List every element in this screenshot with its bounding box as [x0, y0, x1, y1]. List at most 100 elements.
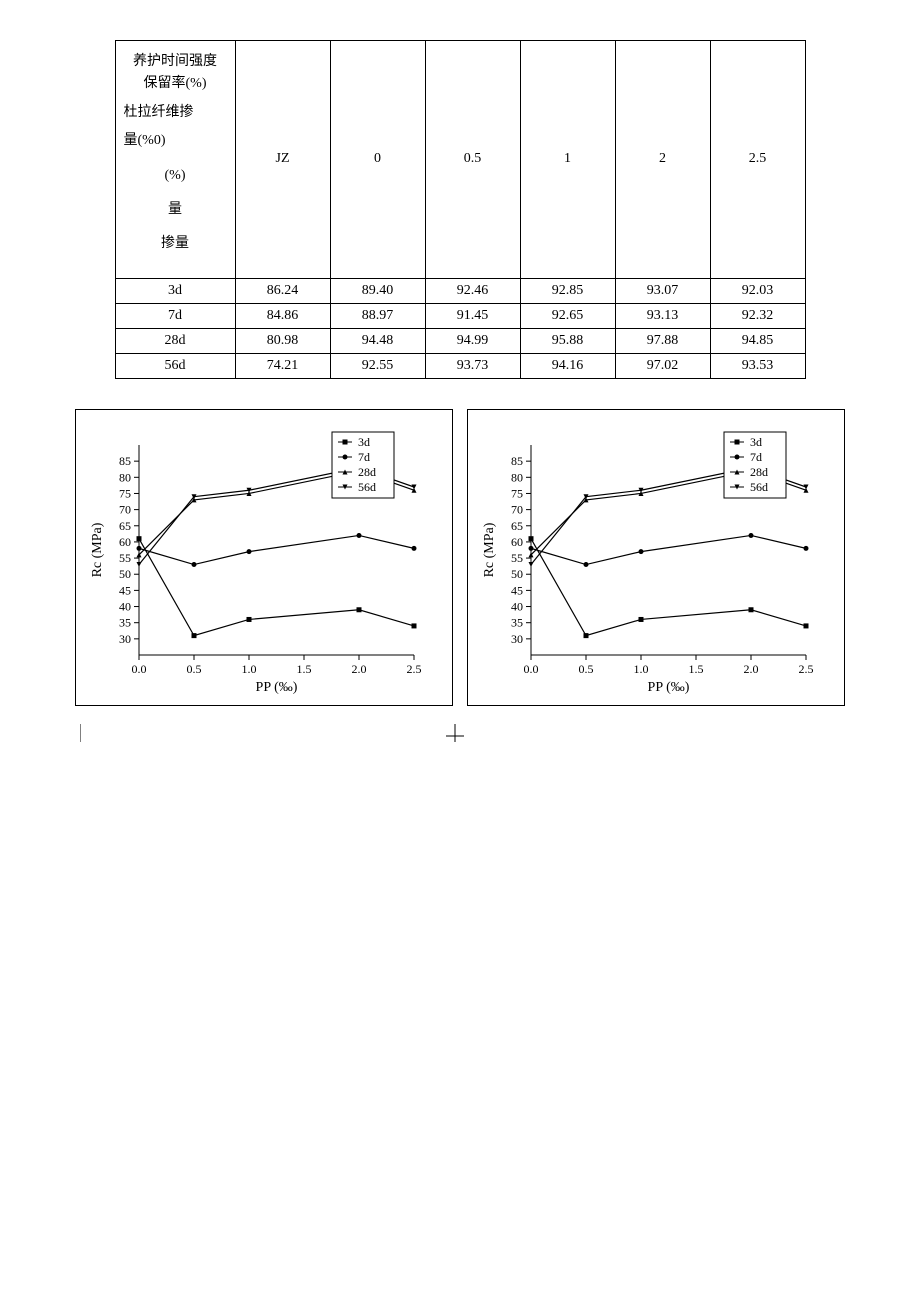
cell: 92.03 — [710, 278, 805, 303]
cell: 84.86 — [235, 303, 330, 328]
svg-text:35: 35 — [119, 615, 131, 629]
hdr-line4: 量(%0) — [124, 130, 227, 152]
svg-text:56d: 56d — [358, 480, 376, 494]
divider-marks — [60, 724, 860, 748]
charts-row: 30 35 40 45 50 55 60 65 70 75 80 85 0.0 0.5 1.0 1.5 2.0 2… — [60, 409, 860, 706]
cell: 86.24 — [235, 278, 330, 303]
svg-text:70: 70 — [119, 502, 131, 516]
retention-table: 养护时间强度 保留率(%) 杜拉纤维掺 量(%0) (%) 量 掺量 JZ 0 … — [115, 40, 806, 379]
svg-text:Rc (MPa): Rc (MPa) — [90, 522, 105, 577]
row-label: 3d — [115, 278, 235, 303]
svg-text:56d: 56d — [750, 480, 768, 494]
svg-text:7d: 7d — [750, 450, 762, 464]
cell: 93.73 — [425, 353, 520, 378]
svg-text:3d: 3d — [750, 435, 762, 449]
cell: 92.65 — [520, 303, 615, 328]
svg-text:40: 40 — [119, 599, 131, 613]
col-header: 2.5 — [710, 41, 805, 279]
cell: 93.07 — [615, 278, 710, 303]
cell: 95.88 — [520, 328, 615, 353]
svg-text:40: 40 — [511, 599, 523, 613]
svg-text:60: 60 — [119, 535, 131, 549]
chart-right: 3035404550556065707580850.00.51.01.52.02… — [467, 409, 845, 706]
svg-text:55: 55 — [511, 551, 523, 565]
svg-text:50: 50 — [511, 567, 523, 581]
cell: 91.45 — [425, 303, 520, 328]
cell: 94.99 — [425, 328, 520, 353]
svg-text:0.5: 0.5 — [187, 662, 202, 676]
chart-left: 30 35 40 45 50 55 60 65 70 75 80 85 0.0 0.5 1.0 1.5 2.0 2… — [75, 409, 453, 706]
table-row: 56d 74.21 92.55 93.73 94.16 97.02 93.53 — [115, 353, 805, 378]
svg-text:65: 65 — [119, 519, 131, 533]
page: 养护时间强度 保留率(%) 杜拉纤维掺 量(%0) (%) 量 掺量 JZ 0 … — [0, 0, 920, 808]
cell: 89.40 — [330, 278, 425, 303]
svg-text:7d: 7d — [358, 450, 370, 464]
hdr-line7: 掺量 — [124, 233, 227, 255]
col-header: JZ — [235, 41, 330, 279]
hdr-line1: 养护时间强度 — [124, 51, 227, 73]
svg-text:3d: 3d — [358, 435, 370, 449]
cell: 88.97 — [330, 303, 425, 328]
rc-vs-pp-chart: 30 35 40 45 50 55 60 65 70 75 80 85 0.0 0.5 1.0 1.5 2.0 2… — [84, 420, 444, 700]
cell: 97.02 — [615, 353, 710, 378]
col-header: 2 — [615, 41, 710, 279]
hdr-line2: 保留率(%) — [124, 73, 227, 95]
svg-text:80: 80 — [511, 470, 523, 484]
divider-icon — [80, 724, 840, 748]
hdr-line6: 量 — [124, 199, 227, 221]
svg-text:Rc (MPa): Rc (MPa) — [482, 522, 497, 577]
svg-text:80: 80 — [119, 470, 131, 484]
table-header-cell: 养护时间强度 保留率(%) 杜拉纤维掺 量(%0) (%) 量 掺量 — [115, 41, 235, 279]
svg-text:65: 65 — [511, 519, 523, 533]
svg-text:50: 50 — [119, 567, 131, 581]
svg-text:45: 45 — [119, 583, 131, 597]
svg-text:PP (‰): PP (‰) — [648, 680, 690, 695]
table-row: 7d 84.86 88.97 91.45 92.65 93.13 92.32 — [115, 303, 805, 328]
cell: 94.85 — [710, 328, 805, 353]
col-header: 1 — [520, 41, 615, 279]
cell: 92.32 — [710, 303, 805, 328]
svg-text:1.5: 1.5 — [689, 662, 704, 676]
col-header: 0.5 — [425, 41, 520, 279]
col-header: 0 — [330, 41, 425, 279]
table-row: 28d 80.98 94.48 94.99 95.88 97.88 94.85 — [115, 328, 805, 353]
svg-text:0.0: 0.0 — [524, 662, 539, 676]
svg-text:45: 45 — [511, 583, 523, 597]
svg-text:2.5: 2.5 — [799, 662, 814, 676]
svg-text:75: 75 — [119, 486, 131, 500]
cell: 92.85 — [520, 278, 615, 303]
svg-text:PP (‰): PP (‰) — [256, 680, 298, 695]
svg-text:55: 55 — [119, 551, 131, 565]
cell: 97.88 — [615, 328, 710, 353]
row-label: 28d — [115, 328, 235, 353]
svg-text:1.0: 1.0 — [634, 662, 649, 676]
cell: 94.16 — [520, 353, 615, 378]
cell: 92.46 — [425, 278, 520, 303]
cell: 93.53 — [710, 353, 805, 378]
hdr-line3: 杜拉纤维掺 — [124, 102, 227, 124]
cell: 92.55 — [330, 353, 425, 378]
svg-text:1.0: 1.0 — [242, 662, 257, 676]
svg-text:2.0: 2.0 — [744, 662, 759, 676]
svg-text:70: 70 — [511, 502, 523, 516]
svg-text:0.0: 0.0 — [132, 662, 147, 676]
cell: 74.21 — [235, 353, 330, 378]
table-row: 3d 86.24 89.40 92.46 92.85 93.07 92.03 — [115, 278, 805, 303]
svg-text:30: 30 — [511, 632, 523, 646]
row-label: 56d — [115, 353, 235, 378]
svg-text:35: 35 — [511, 615, 523, 629]
svg-text:1.5: 1.5 — [297, 662, 312, 676]
svg-text:2.0: 2.0 — [352, 662, 367, 676]
svg-text:75: 75 — [511, 486, 523, 500]
svg-text:30: 30 — [119, 632, 131, 646]
rc-vs-pp-chart: 3035404550556065707580850.00.51.01.52.02… — [476, 420, 836, 700]
svg-text:85: 85 — [119, 454, 131, 468]
svg-text:85: 85 — [511, 454, 523, 468]
svg-text:0.5: 0.5 — [579, 662, 594, 676]
cell: 80.98 — [235, 328, 330, 353]
svg-text:2.5: 2.5 — [407, 662, 422, 676]
svg-text:28d: 28d — [750, 465, 768, 479]
svg-text:28d: 28d — [358, 465, 376, 479]
hdr-line5: (%) — [124, 165, 227, 187]
cell: 94.48 — [330, 328, 425, 353]
